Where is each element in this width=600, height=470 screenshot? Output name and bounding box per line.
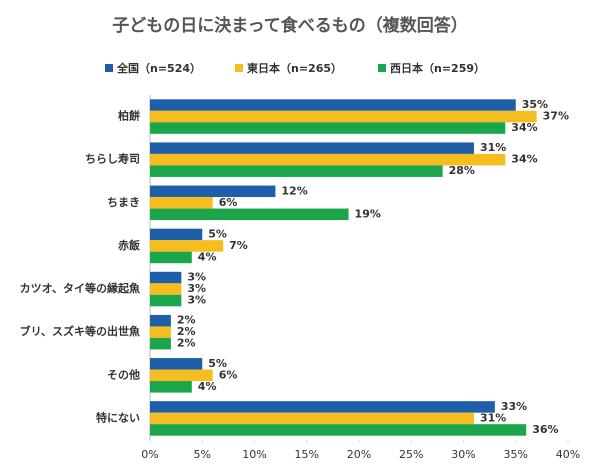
value-label: 4%: [198, 250, 217, 263]
value-label: 7%: [229, 239, 248, 252]
value-label: 2%: [177, 337, 196, 350]
y-tick-label: カツオ、タイ等の縁起魚: [20, 281, 140, 295]
x-tick-label: 30%: [451, 448, 475, 461]
bar: [150, 153, 506, 166]
bar: [150, 314, 171, 327]
value-label: 5%: [208, 357, 227, 370]
value-label: 28%: [449, 164, 475, 177]
value-label: 6%: [219, 196, 238, 209]
value-label: 35%: [522, 98, 548, 111]
bar: [150, 240, 224, 252]
bar: [150, 326, 171, 338]
x-tick-label: 0%: [141, 448, 158, 461]
value-label: 36%: [532, 423, 558, 436]
bar: [150, 197, 213, 209]
bar: [150, 110, 537, 123]
bar: [150, 358, 203, 370]
value-label: 34%: [511, 153, 537, 166]
value-label: 12%: [281, 184, 307, 197]
value-label: 19%: [355, 207, 381, 220]
value-label: 37%: [543, 110, 569, 123]
legend-swatch: [105, 64, 113, 72]
bar: [150, 369, 213, 382]
value-label: 3%: [187, 271, 206, 284]
y-tick-label: ブリ、スズキ等の出世魚: [20, 324, 140, 338]
x-tick-label: 15%: [295, 448, 319, 461]
bar: [150, 424, 527, 436]
legend-label: 東日本（n=265）: [247, 61, 342, 75]
bar: [150, 283, 182, 295]
bar: [150, 412, 474, 425]
value-label: 6%: [219, 368, 238, 381]
x-tick-label: 35%: [504, 448, 528, 461]
x-tick-label: 5%: [194, 448, 211, 461]
bar: [150, 381, 192, 393]
y-tick-label: 赤飯: [118, 238, 140, 252]
chart-title: 子どもの日に決まって食べるもの（複数回答）: [112, 15, 467, 36]
bar: [150, 208, 349, 221]
legend-swatch: [235, 64, 243, 72]
bar: [150, 401, 495, 413]
bar: [150, 337, 171, 350]
y-tick-label: ちまき: [107, 196, 140, 209]
x-tick-label: 20%: [347, 448, 371, 461]
y-tick-label: ちらし寿司: [85, 152, 140, 166]
value-label: 33%: [501, 400, 527, 413]
bar: [150, 251, 192, 264]
legend-swatch: [378, 64, 386, 72]
legend-label: 全国（n=524）: [116, 61, 201, 75]
value-label: 2%: [177, 314, 196, 327]
bar: [150, 294, 182, 307]
legend-label: 西日本（n=259）: [390, 61, 485, 75]
value-label: 31%: [480, 411, 506, 424]
bar: [150, 228, 203, 241]
bar: [150, 99, 516, 111]
value-label: 2%: [177, 325, 196, 338]
y-tick-label: その他: [107, 367, 140, 381]
y-tick-label: 柏餅: [118, 109, 140, 123]
value-label: 3%: [187, 282, 206, 295]
x-tick-label: 10%: [242, 448, 266, 461]
value-label: 4%: [198, 380, 217, 393]
value-label: 5%: [208, 227, 227, 240]
x-tick-label: 40%: [556, 448, 580, 461]
value-label: 31%: [480, 141, 506, 154]
value-label: 3%: [187, 294, 206, 307]
bar: [150, 271, 182, 284]
value-label: 34%: [511, 121, 537, 134]
bar: [150, 122, 506, 134]
bar: [150, 165, 443, 177]
y-tick-label: 特にない: [96, 410, 140, 424]
bar: [150, 185, 276, 198]
x-tick-label: 25%: [399, 448, 423, 461]
bar: [150, 142, 474, 154]
